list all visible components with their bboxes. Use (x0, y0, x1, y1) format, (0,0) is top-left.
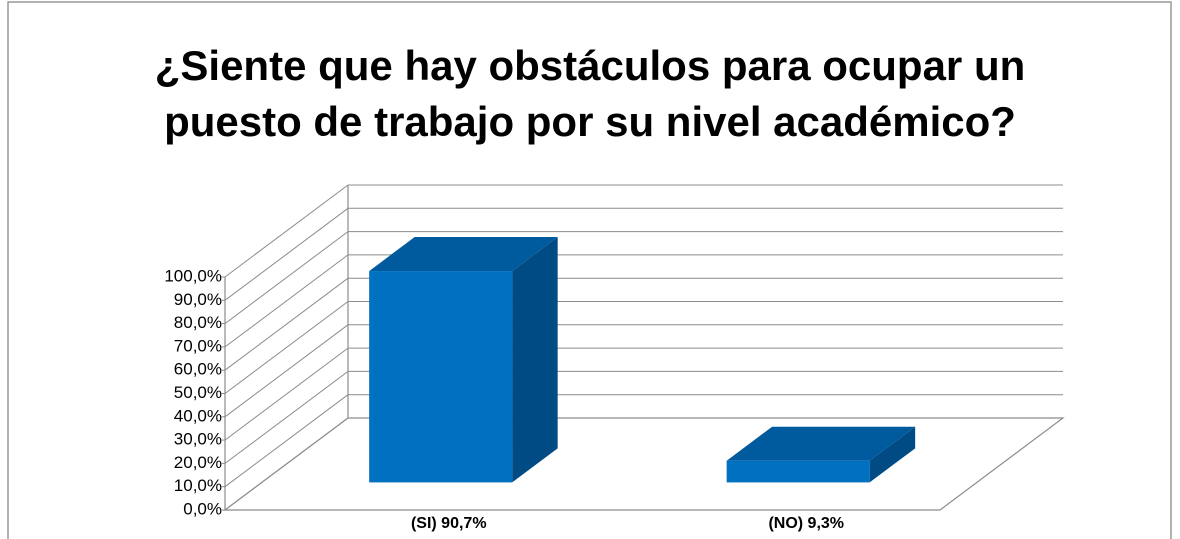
y-tick-label: 40,0% (174, 406, 222, 425)
bar-top (369, 237, 558, 272)
bar-side (869, 426, 916, 483)
grid-line (224, 231, 349, 325)
grid-line (224, 324, 349, 418)
y-tick-label: 20,0% (174, 453, 222, 472)
y-tick-label: 0,0% (183, 499, 222, 518)
bar-side (512, 237, 558, 483)
grid-line (224, 394, 349, 488)
grid-line (224, 254, 349, 348)
grid-line (224, 277, 349, 371)
bar-top (726, 426, 916, 461)
chart-title: ¿Siente que hay obstáculos para ocupar u… (154, 42, 1026, 145)
grid-line (224, 301, 349, 394)
x-tick-label: (NO) 9,3% (768, 515, 844, 532)
y-tick-label: 50,0% (174, 383, 222, 402)
bar (369, 271, 513, 483)
y-tick-label: 90,0% (174, 290, 222, 309)
y-tick-label: 100,0% (164, 266, 222, 285)
y-tick-label: 80,0% (174, 313, 222, 332)
grid-line (224, 184, 349, 278)
y-tick-label: 30,0% (174, 430, 222, 449)
grid-line (224, 347, 349, 441)
grid-line (224, 370, 349, 464)
y-tick-label: 60,0% (174, 360, 222, 379)
y-tick-label: 70,0% (174, 336, 222, 355)
x-tick-label: (SI) 90,7% (411, 515, 487, 532)
floor (223, 417, 1065, 511)
bar (726, 460, 870, 483)
grid-line (224, 417, 349, 511)
y-tick-label: 10,0% (174, 476, 222, 495)
frame (7, 1, 1172, 539)
grid-line (224, 207, 349, 301)
